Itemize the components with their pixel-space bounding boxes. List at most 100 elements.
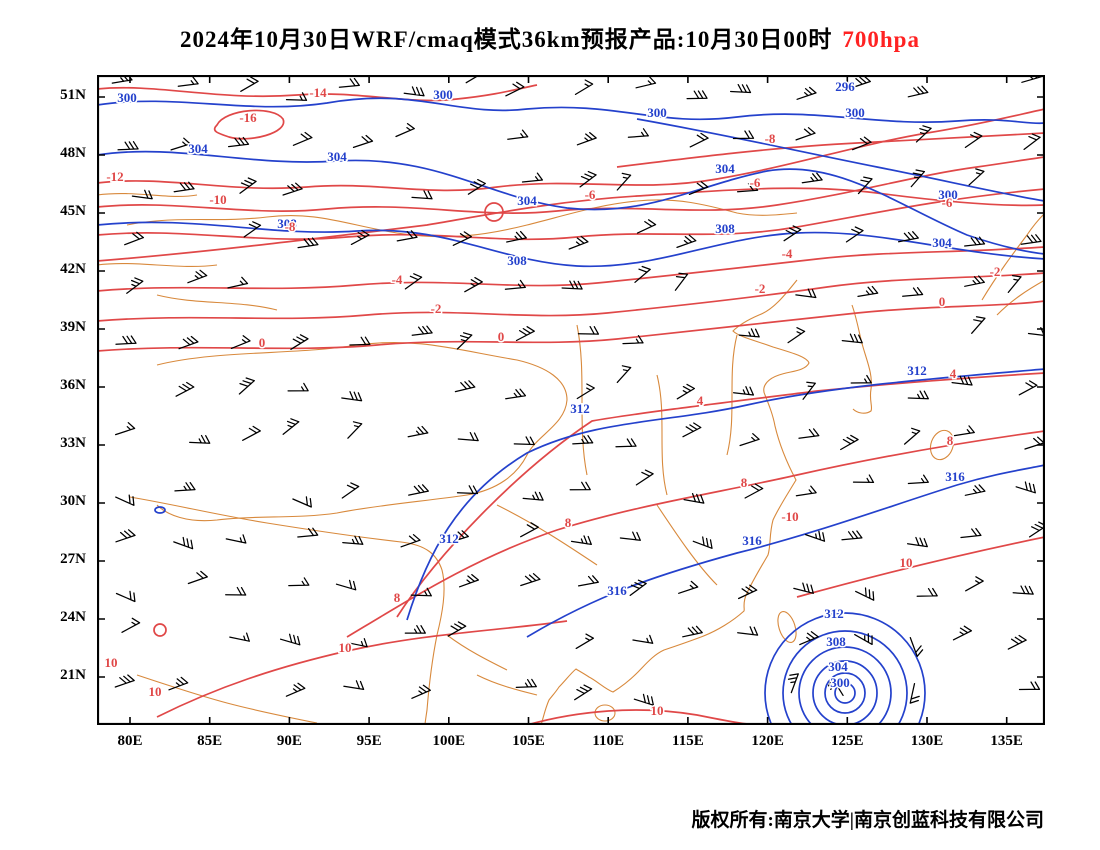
temp-contour bbox=[213, 109, 285, 140]
temperature-contour-label: 4 bbox=[950, 366, 957, 381]
temperature-contour-label: 10 bbox=[339, 640, 352, 655]
geography-group bbox=[97, 193, 1045, 725]
height-contour-label: 316 bbox=[742, 533, 762, 548]
lon-tick-label: 80E bbox=[117, 733, 143, 749]
height-contour-label: 304 bbox=[932, 235, 952, 250]
temperature-contour-label: -6 bbox=[585, 187, 596, 202]
typhoon-contour bbox=[824, 672, 866, 714]
temperature-contour-label: 8 bbox=[394, 590, 401, 605]
temp-contour bbox=[97, 188, 1045, 241]
lat-tick-label: 27N bbox=[60, 551, 86, 567]
height-contour-label: 316 bbox=[945, 469, 965, 484]
temp-contour bbox=[156, 620, 568, 718]
height-contour-label: 304 bbox=[327, 149, 347, 164]
page-title: 2024年10月30日WRF/cmaq模式36km预报产品:10月30日00时 7… bbox=[0, 20, 1100, 54]
coastline-kyushu bbox=[929, 429, 955, 461]
border-province-5 bbox=[656, 504, 718, 586]
temp-contour bbox=[97, 272, 1045, 322]
height-contour-label: 308 bbox=[507, 253, 527, 268]
height-contour-closed bbox=[154, 506, 166, 514]
map-frame bbox=[97, 75, 1045, 725]
temperature-contour-label: 8 bbox=[741, 475, 748, 490]
temperature-contour-label: 10 bbox=[900, 555, 913, 570]
height-contours-group bbox=[97, 97, 1045, 725]
height-contour bbox=[97, 221, 1045, 268]
temp-contour bbox=[97, 246, 1045, 292]
lon-tick-label: 125E bbox=[831, 733, 864, 749]
coastline-japan-1 bbox=[981, 212, 1045, 301]
height-contour-label: 304 bbox=[828, 659, 848, 674]
typhoon-contour bbox=[798, 646, 892, 725]
height-contour-label: 304 bbox=[715, 161, 735, 176]
lon-tick-label: 130E bbox=[910, 733, 944, 749]
lon-tick-label: 105E bbox=[512, 733, 545, 749]
height-contour-label: 316 bbox=[607, 583, 627, 598]
height-contour-label: 296 bbox=[835, 79, 855, 94]
border-province-2 bbox=[656, 374, 668, 496]
lat-tick-label: 42N bbox=[60, 261, 86, 277]
coastline-korea bbox=[851, 304, 873, 414]
height-contour-label: 312 bbox=[570, 401, 590, 416]
lon-tick-label: 110E bbox=[592, 733, 625, 749]
temperature-contour-label: -2 bbox=[755, 281, 766, 296]
lat-tick-label: 24N bbox=[60, 609, 86, 625]
temperature-contour-label: -16 bbox=[239, 110, 257, 125]
axis-ticks bbox=[97, 75, 1045, 725]
forecast-map: 300 300 300 300 300 296 304 304 304 304 304 308 308 3… bbox=[97, 75, 1045, 725]
lon-tick-label: 115E bbox=[672, 733, 704, 749]
height-contour bbox=[636, 118, 1045, 202]
island-hainan bbox=[594, 704, 616, 722]
temp-contour bbox=[97, 187, 1045, 262]
border-province-1 bbox=[726, 334, 738, 456]
temperature-contour-label: 8 bbox=[565, 515, 572, 530]
temperature-contour-label: -10 bbox=[781, 509, 798, 524]
copyright-footer: 版权所有:南京大学|南京创蓝科技有限公司 bbox=[691, 810, 1044, 831]
height-contour-label: 312 bbox=[907, 363, 927, 378]
temperature-contour-label: -8 bbox=[285, 219, 296, 234]
border-tibet-plateau bbox=[156, 341, 568, 522]
height-contour-label: 300 bbox=[830, 675, 850, 690]
lat-tick-label: 51N bbox=[60, 87, 86, 103]
typhoon-contour bbox=[812, 660, 878, 725]
temp-contour bbox=[526, 709, 762, 725]
coastline-china bbox=[540, 279, 810, 725]
map-canvas: 300 300 300 300 300 296 304 304 304 304 304 308 308 3… bbox=[97, 75, 1045, 725]
height-contour-label: 312 bbox=[439, 531, 459, 546]
height-contour bbox=[526, 464, 1045, 638]
temperature-contour-label: -6 bbox=[750, 175, 761, 190]
border-province-3 bbox=[576, 324, 588, 476]
height-contour-label: 304 bbox=[517, 193, 537, 208]
temperature-contour-label: -14 bbox=[309, 85, 327, 100]
coastline-japan-2 bbox=[996, 279, 1045, 316]
border-northwest-2 bbox=[97, 263, 218, 267]
border-northwest-3 bbox=[156, 294, 278, 311]
temperature-contour-label: -4 bbox=[782, 246, 793, 261]
height-contour-label: 304 bbox=[188, 141, 208, 156]
temp-contour bbox=[396, 372, 1045, 618]
typhoon-contour bbox=[834, 682, 856, 704]
lat-tick-label: 45N bbox=[60, 203, 86, 219]
temp-contour bbox=[97, 300, 1045, 352]
lon-tick-label: 135E bbox=[990, 733, 1023, 749]
height-contour bbox=[97, 97, 1045, 125]
border-north bbox=[126, 199, 798, 238]
temperature-contour-label: -4 bbox=[392, 272, 403, 287]
height-contour-label: 300 bbox=[117, 90, 137, 105]
lat-tick-label: 39N bbox=[60, 319, 86, 335]
height-contour bbox=[406, 368, 1045, 621]
temperature-contour-label: -12 bbox=[106, 169, 123, 184]
contour-labels-layer: 300 300 300 300 300 296 304 304 304 304 304 308 308 3… bbox=[103, 78, 1002, 720]
height-contour-label: 300 bbox=[845, 105, 865, 120]
height-contour-label: 300 bbox=[433, 87, 453, 102]
temperature-contour-label: 10 bbox=[651, 703, 664, 718]
wind-barbs-layer bbox=[111, 75, 1045, 706]
temperature-contour-label: -2 bbox=[431, 301, 442, 316]
height-contour bbox=[97, 150, 1045, 255]
temp-contour-closed bbox=[484, 202, 504, 222]
temperature-contour-label: -2 bbox=[990, 264, 1001, 279]
lon-tick-label: 85E bbox=[197, 733, 223, 749]
temp-contour bbox=[616, 132, 1045, 168]
temperature-contours-group bbox=[97, 84, 1045, 725]
temperature-contour-label: 8 bbox=[947, 433, 954, 448]
height-contour-label: 300 bbox=[647, 105, 667, 120]
